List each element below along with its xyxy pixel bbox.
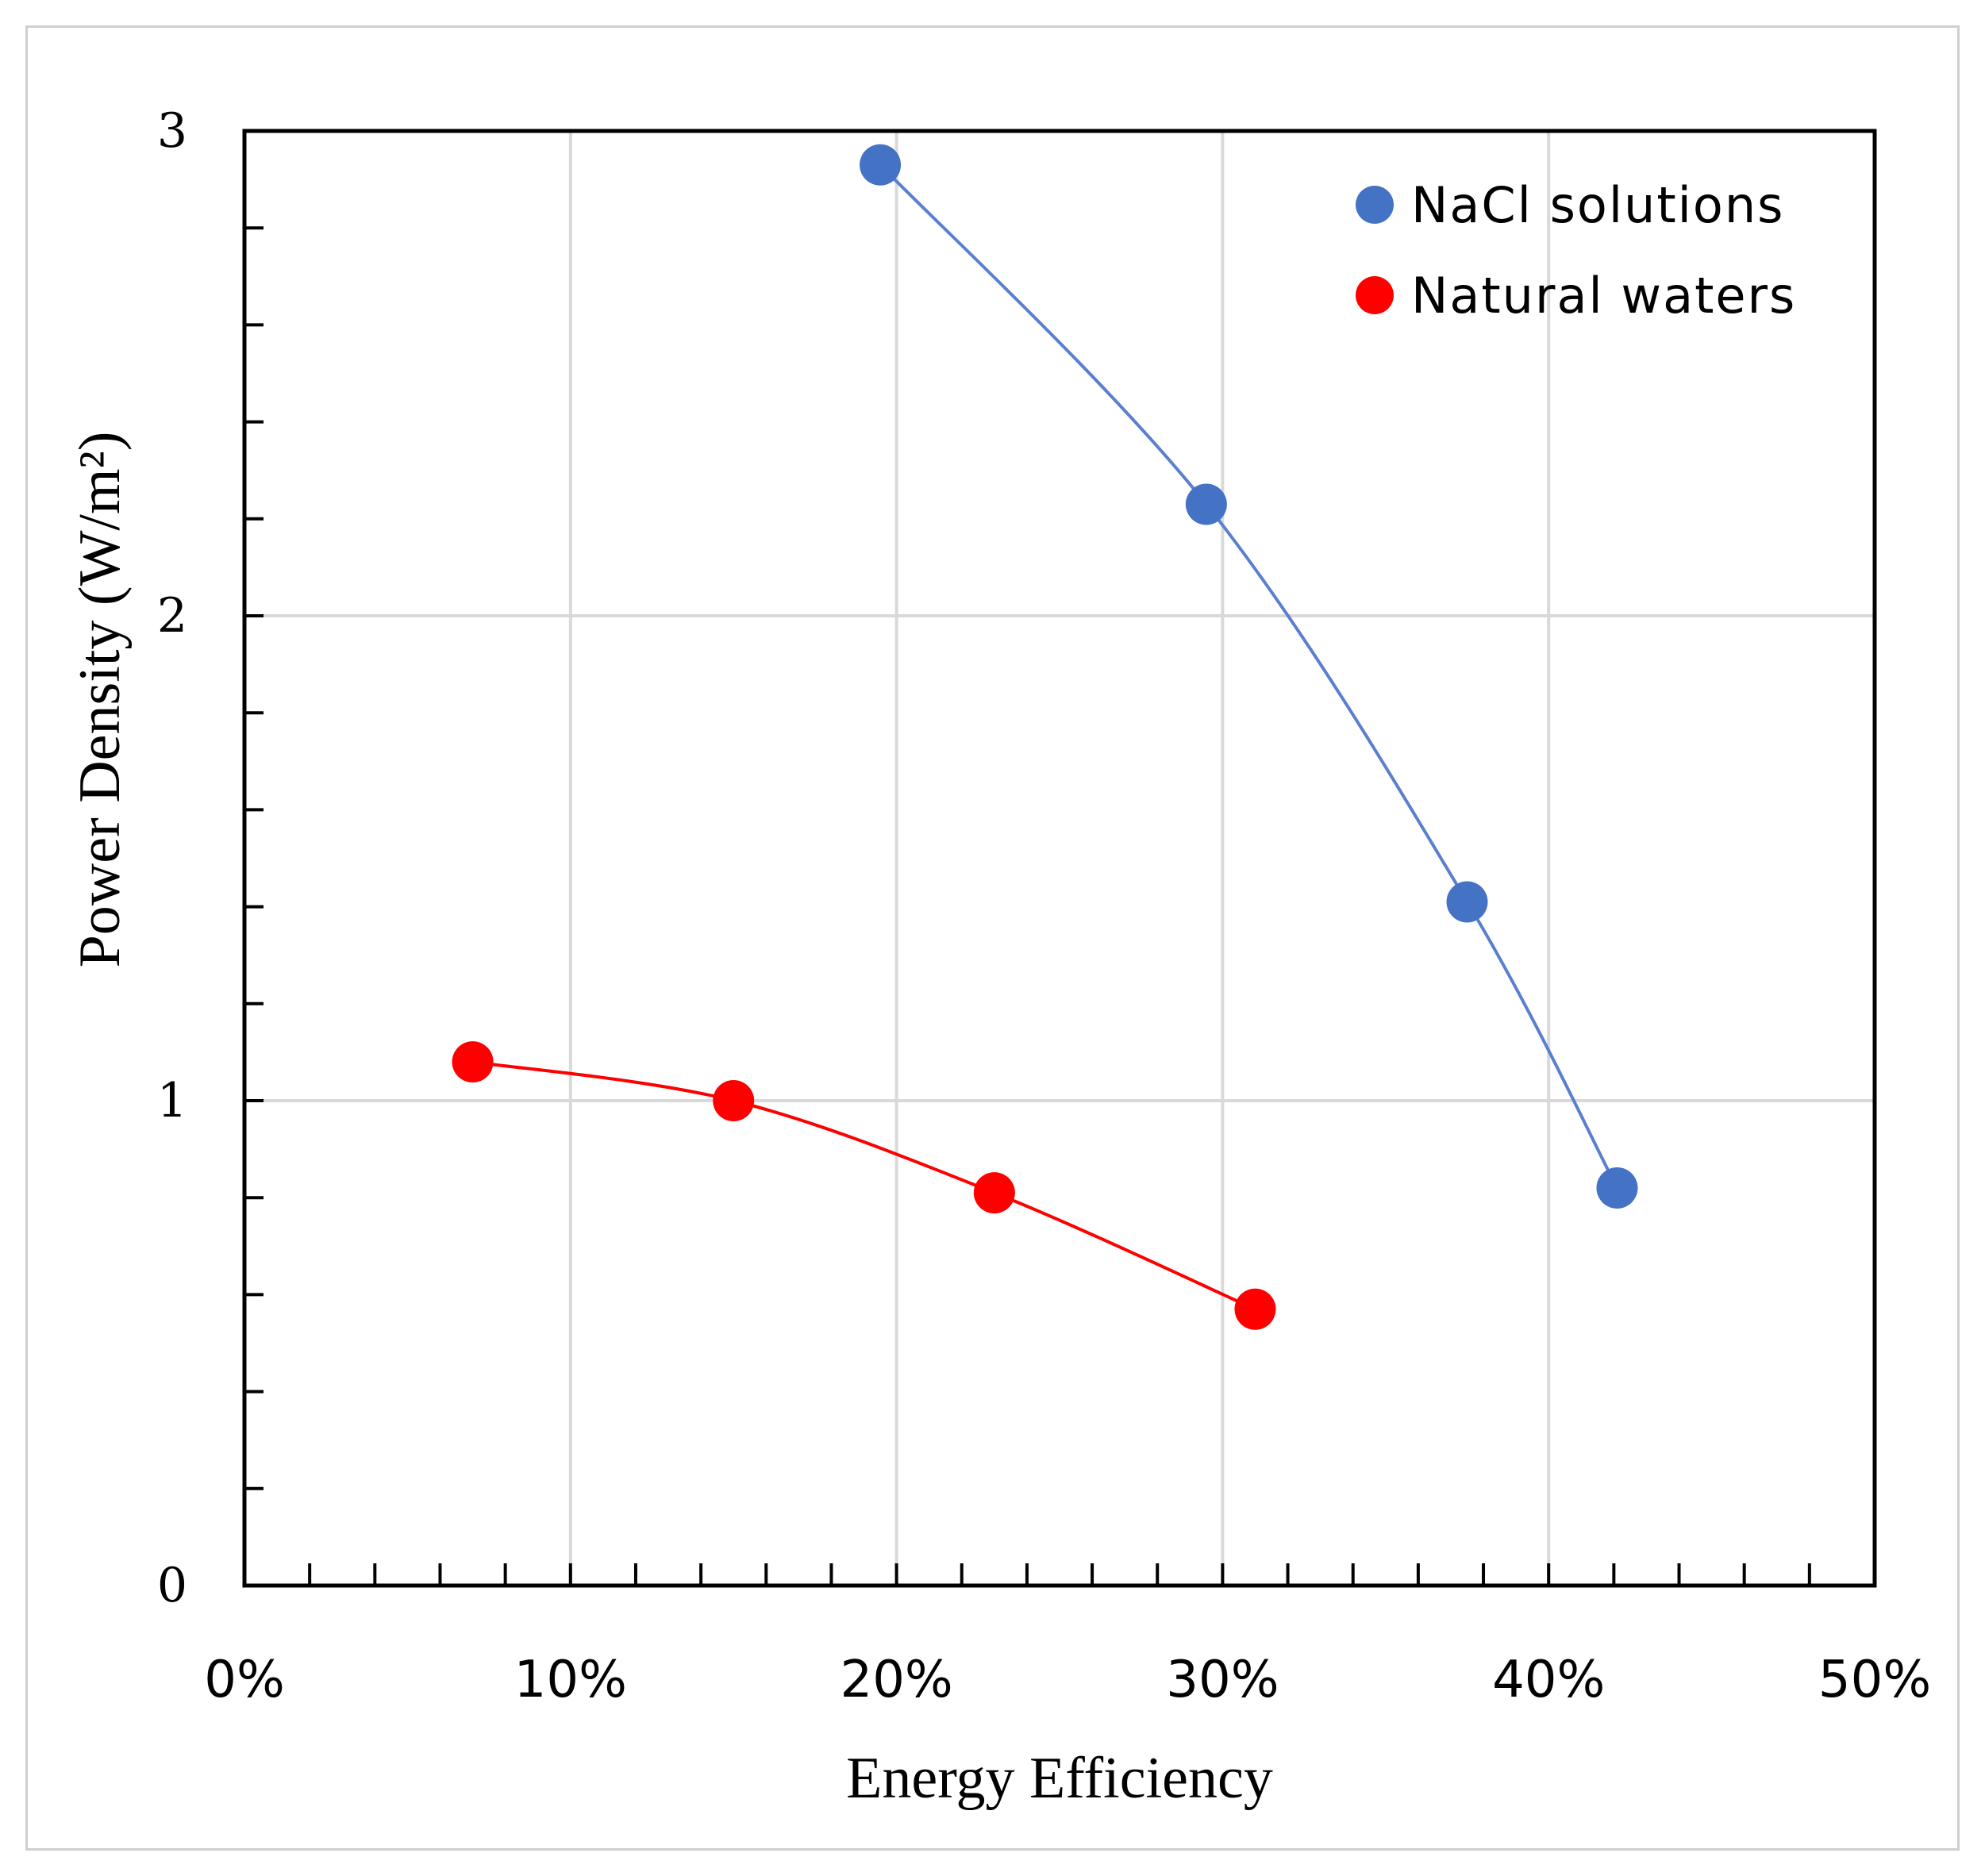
x-tick-label: 10% <box>514 1651 627 1709</box>
series-line <box>472 1060 1256 1311</box>
series-natural-waters <box>452 1041 1276 1330</box>
series-nacl-solutions <box>860 144 1638 1209</box>
legend-marker <box>1356 186 1394 224</box>
y-axis-title: Power Density (W/m²) <box>67 432 133 968</box>
legend-marker <box>1356 276 1394 314</box>
x-tick-label: 20% <box>840 1651 952 1709</box>
legend-label: Natural waters <box>1411 267 1796 325</box>
y-tick-label: 3 <box>157 103 187 159</box>
grid-layer <box>244 131 1875 1586</box>
x-axis-title: Energy Efficiency <box>846 1746 1273 1811</box>
data-point <box>1596 1167 1638 1209</box>
data-point <box>860 144 902 186</box>
x-tick-label: 50% <box>1818 1651 1931 1709</box>
data-point <box>1234 1288 1276 1330</box>
tick-label-layer: 0% 10% 20% 30% 40% 50% 0 1 2 3 <box>157 103 1931 1709</box>
y-tick-label: 0 <box>157 1558 187 1613</box>
data-point <box>973 1172 1015 1214</box>
data-point <box>1446 881 1488 923</box>
series-layer <box>452 144 1638 1330</box>
chart-frame <box>25 25 1960 1851</box>
tick-layer <box>244 226 1811 1586</box>
x-tick-label: 0% <box>204 1651 285 1709</box>
data-point <box>713 1080 755 1121</box>
data-point <box>1185 483 1227 525</box>
x-tick-label: 40% <box>1492 1651 1605 1709</box>
x-tick-label: 30% <box>1166 1651 1279 1709</box>
y-tick-label: 2 <box>157 588 187 644</box>
y-tick-label: 1 <box>157 1073 187 1128</box>
series-line <box>879 163 1619 1189</box>
data-point <box>452 1041 494 1083</box>
legend-label: NaCl solutions <box>1411 176 1784 234</box>
plot-area-border <box>242 129 1877 1588</box>
legend: NaCl solutions Natural waters <box>1356 176 1796 325</box>
